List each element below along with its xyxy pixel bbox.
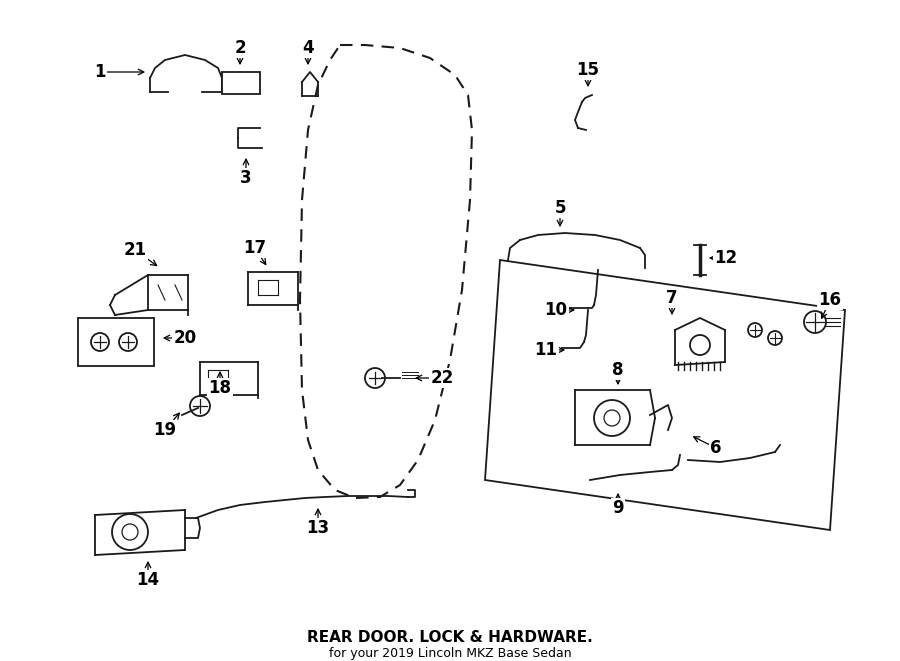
Text: 11: 11 (535, 341, 557, 359)
Text: 7: 7 (666, 289, 678, 307)
Text: 12: 12 (715, 249, 738, 267)
Text: 4: 4 (302, 39, 314, 57)
Text: 17: 17 (243, 239, 266, 257)
Bar (78, 318, 154, 366)
Text: 9: 9 (612, 499, 624, 517)
Text: 10: 10 (544, 301, 568, 319)
Text: 18: 18 (209, 379, 231, 397)
Text: REAR DOOR. LOCK & HARDWARE.: REAR DOOR. LOCK & HARDWARE. (307, 631, 593, 646)
Polygon shape (485, 260, 845, 530)
Text: 6: 6 (710, 439, 722, 457)
Text: 1: 1 (94, 63, 106, 81)
Text: 5: 5 (554, 199, 566, 217)
Text: 13: 13 (306, 519, 329, 537)
Text: for your 2019 Lincoln MKZ Base Sedan: for your 2019 Lincoln MKZ Base Sedan (328, 648, 572, 660)
Text: 20: 20 (174, 329, 196, 347)
Text: 8: 8 (612, 361, 624, 379)
Text: 22: 22 (430, 369, 454, 387)
Text: 3: 3 (240, 169, 252, 187)
Text: 14: 14 (137, 571, 159, 589)
Bar (222, 72, 260, 94)
Text: 16: 16 (818, 291, 842, 309)
Text: 19: 19 (153, 421, 176, 439)
Text: 15: 15 (577, 61, 599, 79)
Text: 2: 2 (234, 39, 246, 57)
Text: 21: 21 (123, 241, 147, 259)
